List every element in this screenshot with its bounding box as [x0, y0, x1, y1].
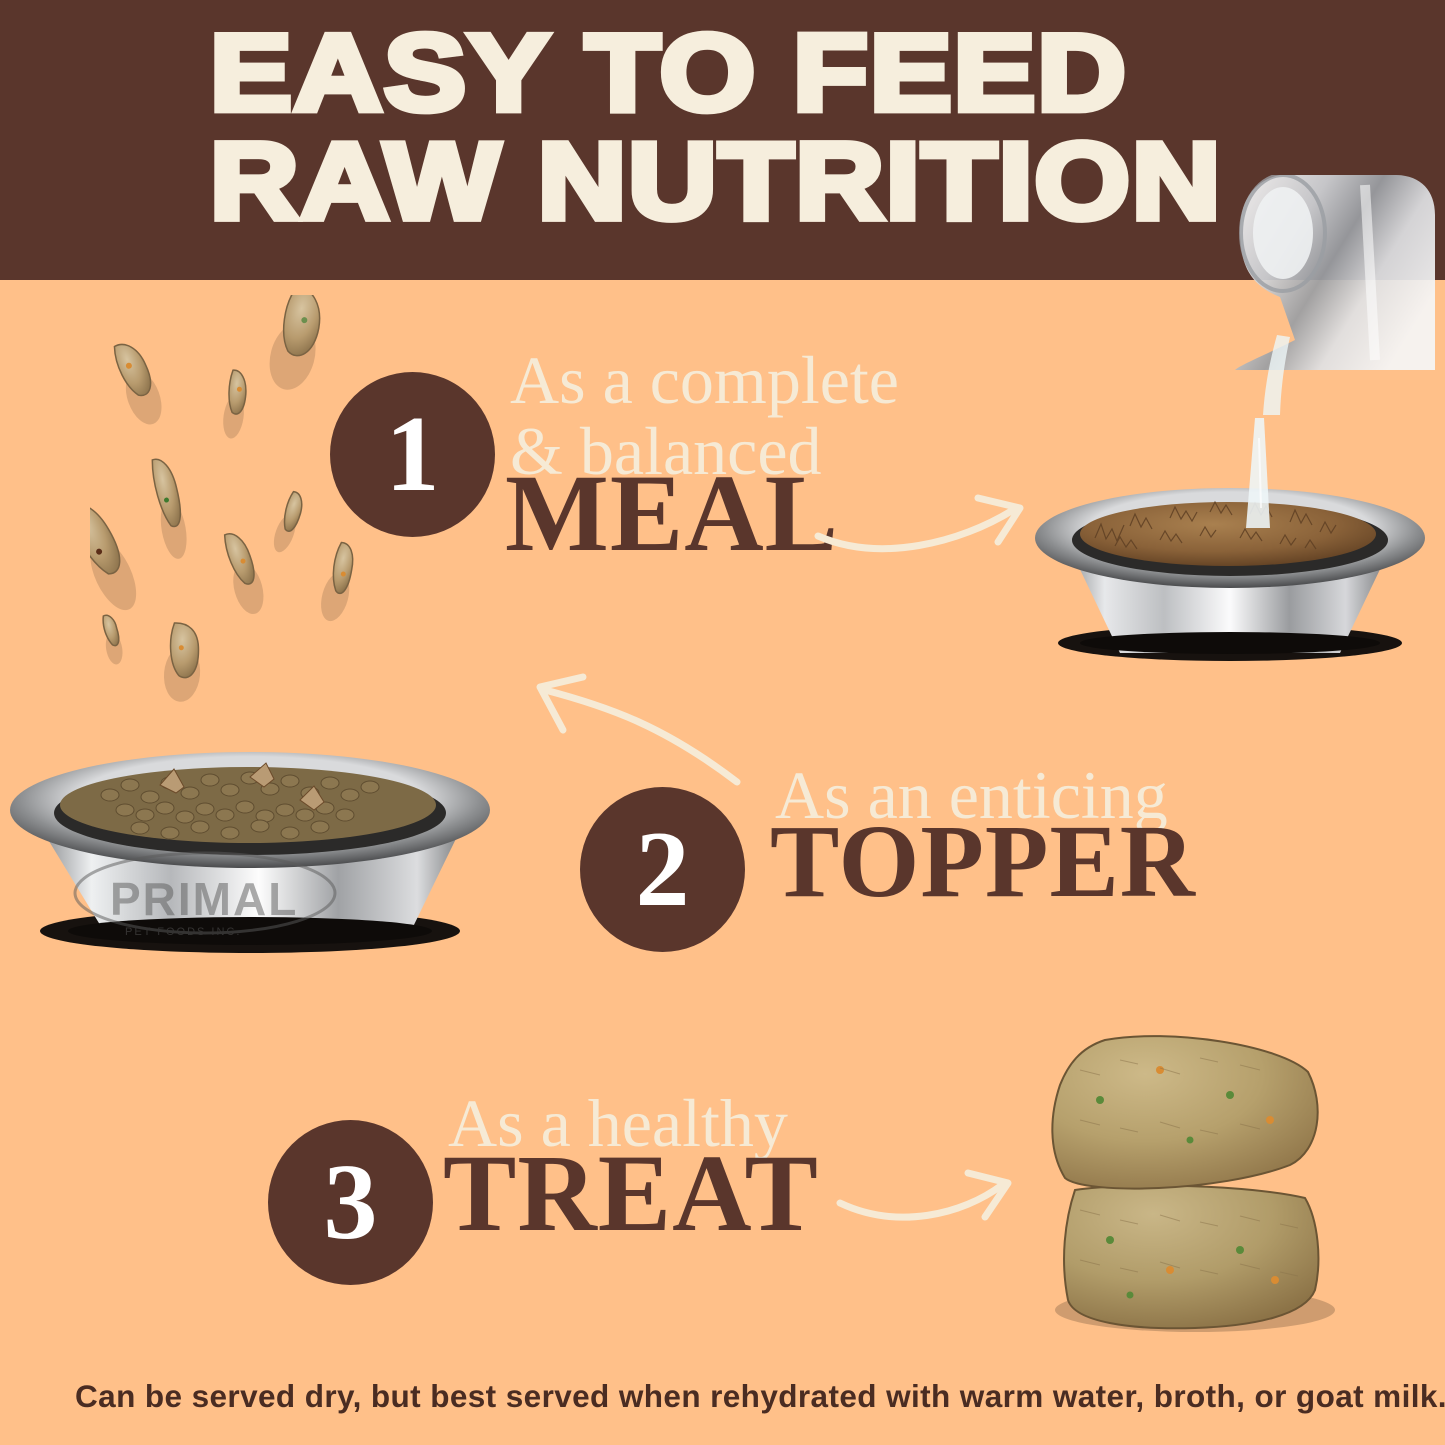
svg-text:PET FOODS INC.: PET FOODS INC.: [125, 926, 241, 938]
svg-text:PRIMAL: PRIMAL: [110, 873, 298, 925]
